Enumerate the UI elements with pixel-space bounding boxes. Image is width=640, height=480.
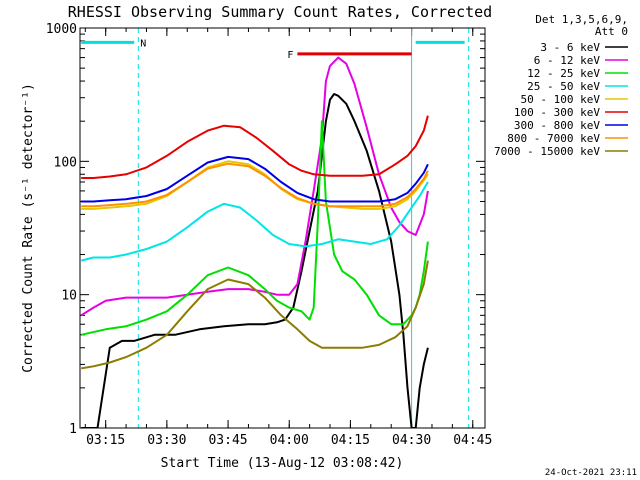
x-tick-label: 03:15 <box>86 433 125 448</box>
legend-label: 12 - 25 keV <box>527 67 600 80</box>
legend-header-line2: Att 0 <box>595 25 628 38</box>
series-line <box>81 162 429 208</box>
legend-label: 50 - 100 keV <box>521 93 601 106</box>
legend-label: 800 - 7000 keV <box>507 132 600 145</box>
legend-label: 300 - 800 keV <box>514 119 600 132</box>
series-line <box>81 115 429 179</box>
y-tick-label: 10 <box>61 289 77 304</box>
x-tick-label: 03:30 <box>147 433 186 448</box>
series-line <box>81 260 429 370</box>
x-tick-label: 03:45 <box>208 433 247 448</box>
x-tick-label: 04:45 <box>453 433 492 448</box>
legend-label: 3 - 6 keV <box>540 41 600 54</box>
legend-label: 100 - 300 keV <box>514 106 600 119</box>
attenuator-markers <box>137 28 470 428</box>
x-axis-label: Start Time (13-Aug-12 03:08:42) <box>161 456 404 471</box>
legend-label: 7000 - 15000 keV <box>494 145 600 158</box>
series-lines <box>80 56 429 428</box>
series-line <box>81 155 429 203</box>
series-line <box>80 120 429 336</box>
legend-label: 25 - 50 keV <box>527 80 600 93</box>
flag-label: N <box>140 38 146 49</box>
chart-title: RHESSI Observing Summary Count Rates, Co… <box>68 3 492 21</box>
legend-header-line1: Det 1,3,5,6,9, <box>535 13 628 26</box>
x-tick-label: 04:00 <box>270 433 309 448</box>
generation-timestamp: 24-Oct-2021 23:11 <box>545 468 637 478</box>
y-tick-label: 1000 <box>46 22 77 37</box>
series-line <box>80 56 429 317</box>
series-line <box>80 181 429 262</box>
plot-frame <box>79 27 486 429</box>
y-tick-label: 1 <box>69 422 77 437</box>
y-tick-label: 100 <box>54 155 77 170</box>
series-line <box>81 93 429 428</box>
x-tick-label: 04:15 <box>331 433 370 448</box>
x-tick-label: 04:30 <box>392 433 431 448</box>
flag-bars: NF <box>81 38 465 61</box>
flag-label: F <box>287 50 293 61</box>
axis-ticks: 03:15 03:30 03:45 04:00 04:15 04:30 04:45 1 10 10… <box>46 22 493 448</box>
legend-label: 6 - 12 keV <box>534 54 601 67</box>
y-axis-label: Corrected Count Rate (s⁻¹ detector⁻¹) <box>21 83 36 373</box>
